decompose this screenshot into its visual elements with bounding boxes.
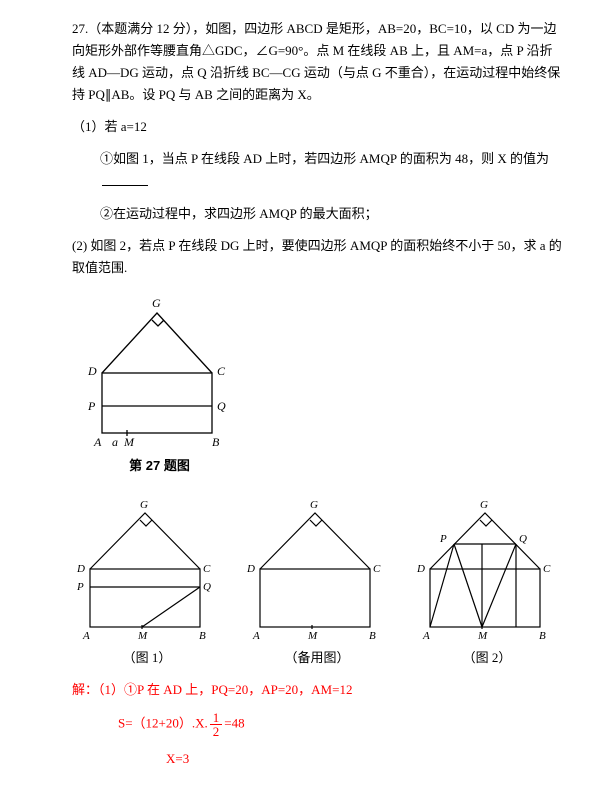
svg-text:P: P — [76, 581, 84, 593]
part1-i-text: ①如图 1，当点 P 在线段 AD 上时，若四边形 AMQP 的面积为 48，则… — [100, 151, 549, 166]
svg-text:M: M — [477, 630, 488, 642]
solution-line2-suffix: =48 — [224, 716, 244, 731]
svg-text:G: G — [140, 499, 148, 511]
frac-num: 1 — [210, 711, 223, 725]
svg-text:B: B — [199, 630, 206, 642]
fig-mid-svg: G D C A M B — [242, 495, 392, 645]
svg-text:D: D — [416, 563, 425, 575]
svg-text:D: D — [76, 563, 85, 575]
label-a: a — [112, 435, 118, 449]
fig-mid-caption: （备用图） — [242, 647, 392, 669]
svg-text:Q: Q — [519, 533, 527, 545]
answer-blank — [102, 185, 148, 186]
svg-text:A: A — [422, 630, 430, 642]
label-A: A — [93, 435, 102, 449]
fig2-caption: （图 2） — [412, 647, 562, 669]
svg-text:D: D — [246, 563, 255, 575]
solution-line3: X=3 — [72, 748, 562, 770]
part1-ii-text: ②在运动过程中，求四边形 AMQP 的最大面积； — [100, 206, 378, 221]
svg-text:C: C — [543, 563, 551, 575]
svg-text:B: B — [369, 630, 376, 642]
part2-text: (2) 如图 2，若点 P 在线段 DG 上时，要使四边形 AMQP 的面积始终… — [72, 238, 562, 275]
svg-text:G: G — [480, 499, 488, 511]
solution-line1: 解：（1）①P 在 AD 上，PQ=20，AP=20，AM=12 — [72, 679, 562, 701]
fig1-wrapper: G D C P Q A M B （图 1） — [72, 495, 222, 669]
fig1-caption: （图 1） — [72, 647, 222, 669]
svg-text:Q: Q — [203, 581, 211, 593]
problem-main-text: 27.（本题满分 12 分），如图，四边形 ABCD 是矩形，AB=20，BC=… — [72, 21, 560, 102]
label-G: G — [152, 296, 161, 310]
part1-i: ①如图 1，当点 P 在线段 AD 上时，若四边形 AMQP 的面积为 48，则… — [72, 148, 562, 192]
fig2-wrapper: G P Q D C A M B （图 2） — [412, 495, 562, 669]
part2: (2) 如图 2，若点 P 在线段 DG 上时，要使四边形 AMQP 的面积始终… — [72, 235, 562, 279]
main-figure-svg: G D C P Q A a M B — [82, 293, 237, 453]
solution-fraction: 12 — [208, 711, 225, 738]
label-B: B — [212, 435, 220, 449]
label-D: D — [87, 364, 97, 378]
svg-text:M: M — [307, 630, 318, 642]
label-C: C — [217, 364, 226, 378]
solution-block: 解：（1）①P 在 AD 上，PQ=20，AP=20，AM=12 S=（12+2… — [72, 679, 562, 770]
svg-text:P: P — [439, 533, 447, 545]
solution-line2-prefix: S=（12+20）.X. — [118, 716, 208, 731]
label-Q: Q — [217, 399, 226, 413]
solution-line2: S=（12+20）.X.12=48 — [72, 711, 562, 738]
svg-text:C: C — [203, 563, 211, 575]
frac-den: 2 — [210, 725, 223, 738]
problem-statement: 27.（本题满分 12 分），如图，四边形 ABCD 是矩形，AB=20，BC=… — [72, 18, 562, 106]
svg-text:B: B — [539, 630, 546, 642]
svg-text:A: A — [252, 630, 260, 642]
label-P: P — [87, 399, 96, 413]
svg-text:M: M — [137, 630, 148, 642]
fig-mid-wrapper: G D C A M B （备用图） — [242, 495, 392, 669]
part1-label: （1）若 a=12 — [72, 116, 562, 138]
svg-text:A: A — [82, 630, 90, 642]
svg-text:G: G — [310, 499, 318, 511]
label-M: M — [123, 435, 135, 449]
svg-text:C: C — [373, 563, 381, 575]
part1-label-text: （1）若 a=12 — [72, 119, 147, 134]
main-figure-block: G D C P Q A a M B 第 27 题图 — [72, 293, 562, 477]
main-figure-caption: 第 27 题图 — [82, 455, 237, 477]
figure-row: G D C P Q A M B （图 1） G D C — [72, 495, 562, 669]
fig1-svg: G D C P Q A M B — [72, 495, 222, 645]
fig2-svg: G P Q D C A M B — [412, 495, 562, 645]
part1-ii: ②在运动过程中，求四边形 AMQP 的最大面积； — [72, 203, 562, 225]
